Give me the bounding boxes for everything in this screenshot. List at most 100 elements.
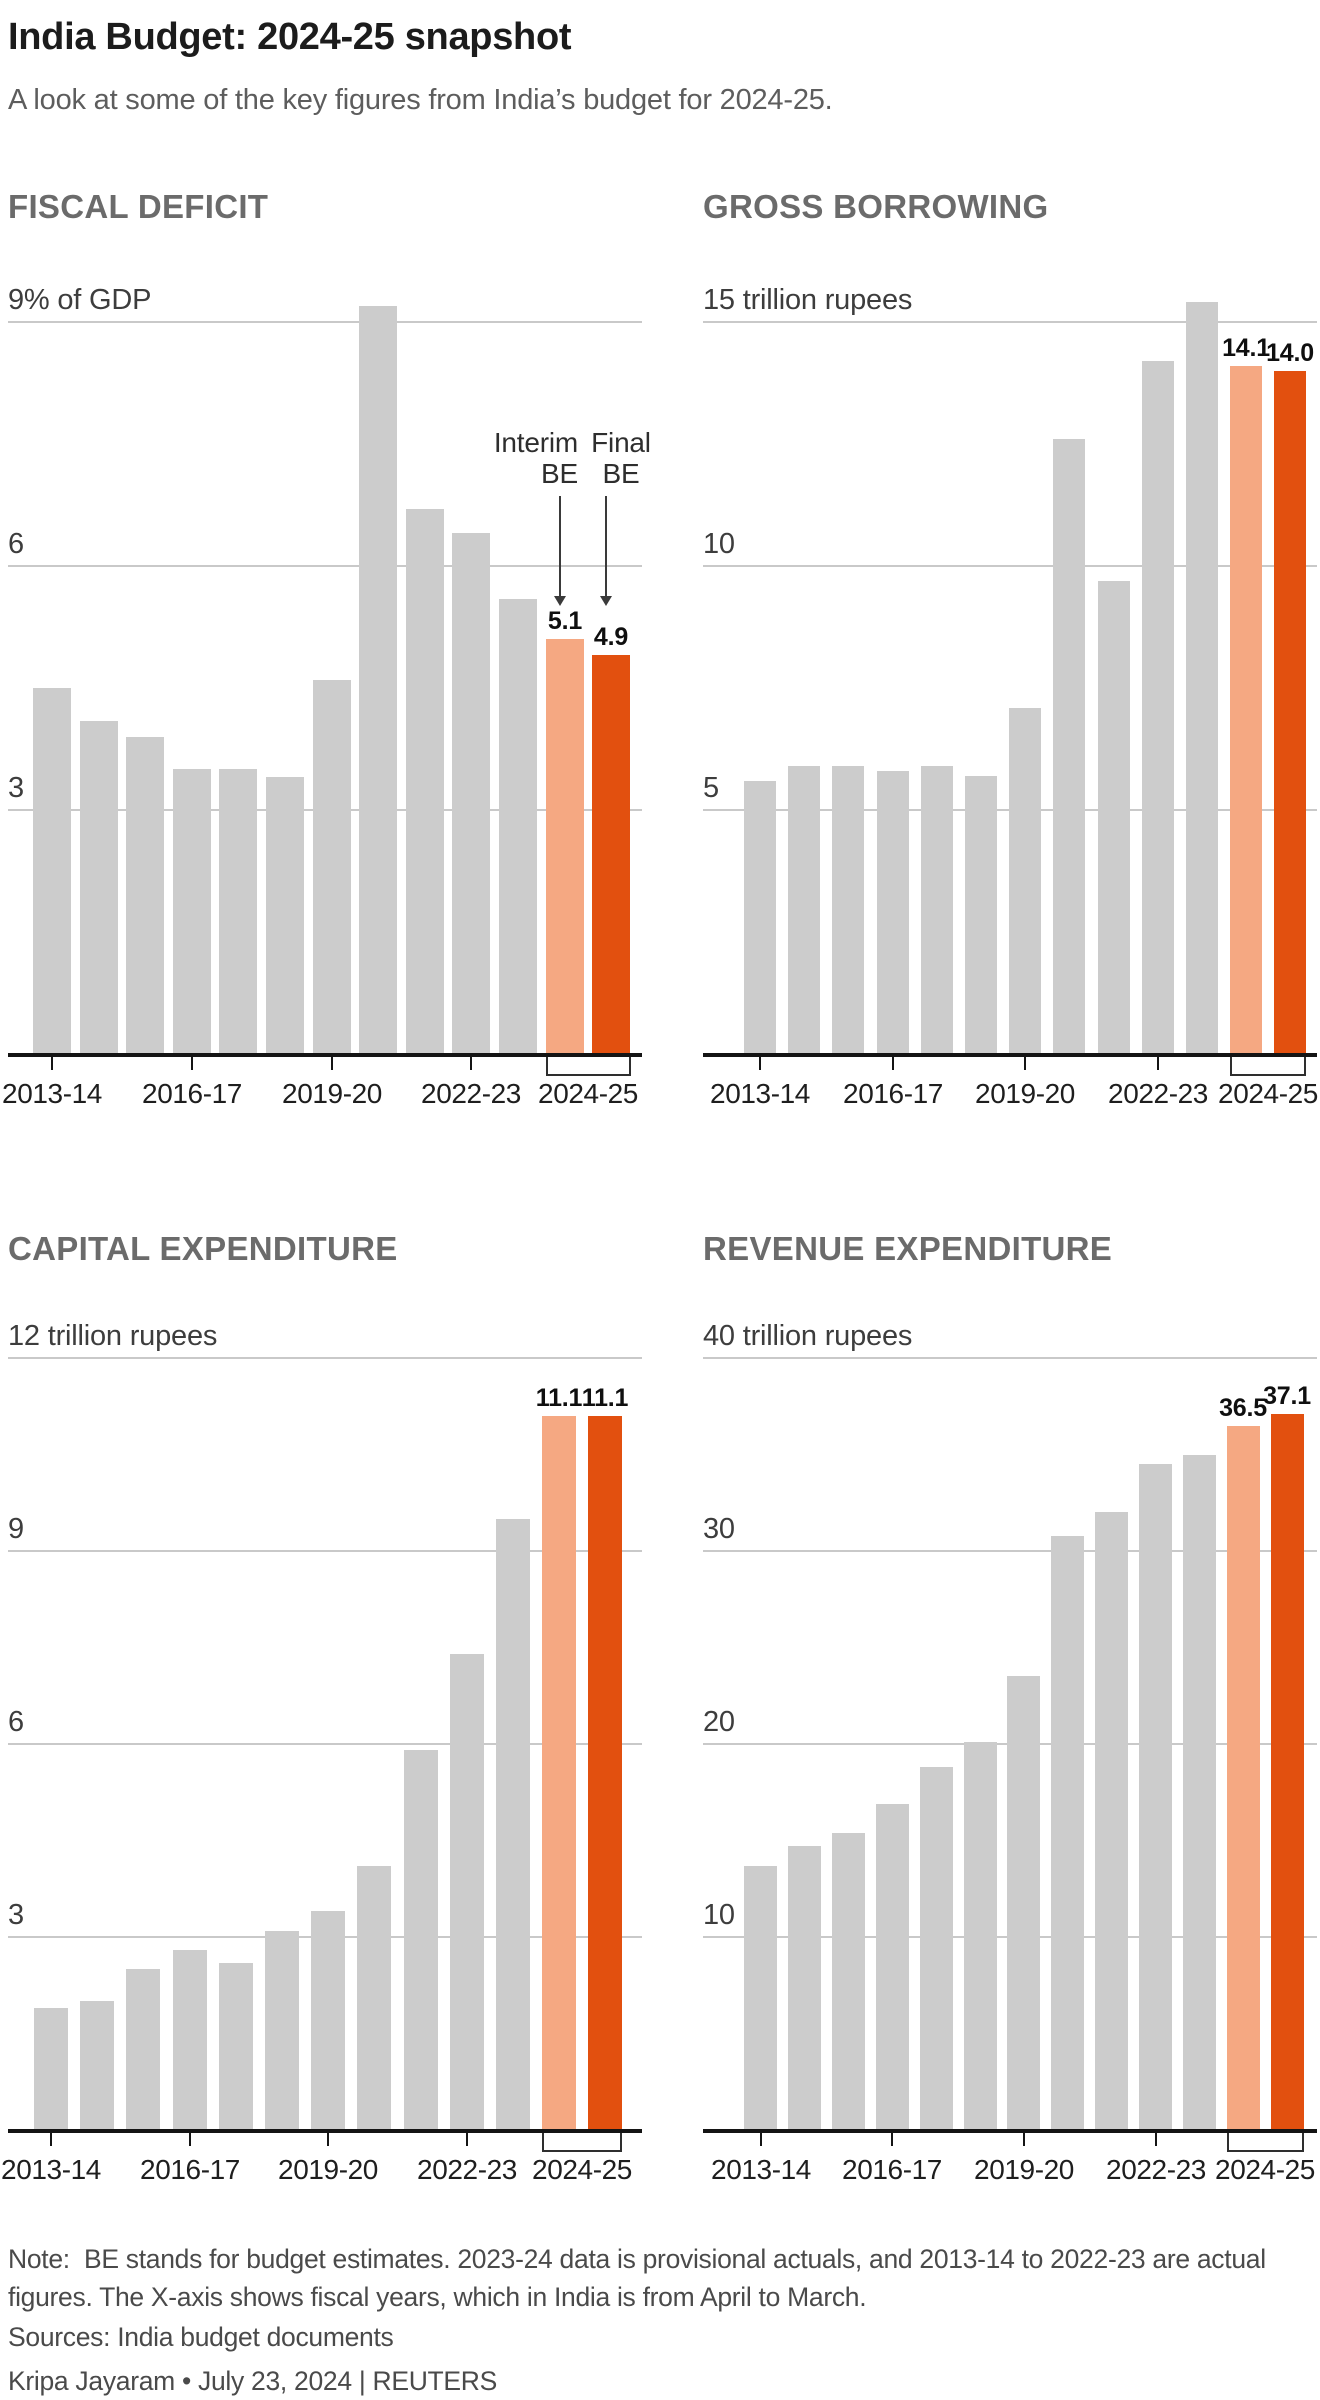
bar-gross-borrowing-2013-14	[744, 781, 776, 1056]
gross-borrowing-gridline-10	[703, 565, 1317, 567]
revenue-expenditure-tick-label-2019-20: 2019-20	[974, 2154, 1074, 2185]
bar-fiscal-deficit-2024-25-Final-BE	[592, 655, 630, 1056]
capital-expenditure-gridline-6	[8, 1743, 642, 1745]
sources: Sources: India budget documents	[8, 2322, 394, 2352]
fiscal-deficit-tick-2022-23	[470, 1057, 472, 1070]
capital-expenditure-title: CAPITAL EXPENDITURE	[8, 1230, 398, 1267]
gross-borrowing-tick-label-2013-14: 2013-14	[710, 1078, 810, 1109]
fiscal-deficit-bracket	[546, 1057, 631, 1076]
revenue-expenditure-grid-label-10: 10	[703, 1899, 735, 1931]
revenue-expenditure-grid-label-40: 40 trillion rupees	[703, 1320, 913, 1352]
fiscal-deficit-gridline-9	[8, 321, 642, 323]
bar-revenue-expenditure-2021-22	[1095, 1512, 1128, 2132]
revenue-expenditure-grid-label-30: 30	[703, 1513, 735, 1545]
bar-capital-expenditure-2021-22	[404, 1750, 438, 2132]
bar-value-capital-expenditure-12: 11.1	[581, 1384, 629, 1412]
bar-value-gross-borrowing-11: 14.1	[1222, 334, 1270, 362]
bar-value-revenue-expenditure-11: 36.5	[1219, 1394, 1267, 1422]
revenue-expenditure-gridline-40	[703, 1357, 1317, 1359]
interim-arrow-line	[559, 496, 561, 596]
fiscal-deficit-grid-label-3: 3	[8, 772, 24, 804]
bar-fiscal-deficit-2014-15	[80, 721, 118, 1056]
capital-expenditure-gridline-12	[8, 1357, 642, 1359]
bar-revenue-expenditure-2022-23	[1139, 1464, 1172, 2132]
revenue-expenditure-tick-2016-17	[891, 2133, 893, 2146]
fiscal-deficit-grid-label-9: 9% of GDP	[8, 284, 152, 316]
bar-fiscal-deficit-2022-23	[452, 533, 490, 1056]
bar-capital-expenditure-2023-24	[496, 1519, 530, 2132]
bar-gross-borrowing-2024-25-Interim-BE	[1230, 366, 1262, 1056]
bar-revenue-expenditure-2014-15	[788, 1846, 821, 2132]
annotation-interim-be: Interim BE	[493, 427, 578, 489]
bar-revenue-expenditure-2024-25-Final-BE	[1271, 1414, 1304, 2132]
gross-borrowing-tick-2019-20	[1024, 1057, 1026, 1070]
bar-gross-borrowing-2023-24	[1186, 302, 1218, 1056]
capital-expenditure-tick-label-2016-17: 2016-17	[140, 2154, 240, 2185]
capital-expenditure-x-axis	[8, 2129, 642, 2133]
capital-expenditure-tick-label-2013-14: 2013-14	[1, 2154, 101, 2185]
page-title: India Budget: 2024-25 snapshot	[8, 16, 572, 58]
fiscal-deficit-grid-label-6: 6	[8, 528, 24, 560]
bar-capital-expenditure-2024-25-Interim-BE	[542, 1416, 576, 2132]
capital-expenditure-grid-label-9: 9	[8, 1513, 24, 1545]
bar-value-fiscal-deficit-11: 5.1	[547, 607, 583, 635]
gross-borrowing-tick-label-2022-23: 2022-23	[1108, 1078, 1208, 1109]
bar-capital-expenditure-2014-15	[80, 2001, 114, 2132]
gross-borrowing-grid-label-15: 15 trillion rupees	[703, 284, 913, 316]
bar-revenue-expenditure-2023-24	[1183, 1455, 1216, 2133]
revenue-expenditure-tick-label-2022-23: 2022-23	[1106, 2154, 1206, 2185]
bar-revenue-expenditure-2015-16	[832, 1833, 865, 2132]
fiscal-deficit-tick-label-2022-23: 2022-23	[421, 1078, 521, 1109]
bar-value-revenue-expenditure-12: 37.1	[1263, 1382, 1311, 1410]
capital-expenditure-bracket	[542, 2133, 622, 2152]
gross-borrowing-grid-label-5: 5	[703, 772, 719, 804]
revenue-expenditure-tick-2022-23	[1155, 2133, 1157, 2146]
bar-gross-borrowing-2019-20	[1009, 708, 1041, 1056]
byline: Kripa Jayaram • July 23, 2024 | REUTERS	[8, 2366, 498, 2396]
gross-borrowing-grid-label-10: 10	[703, 528, 735, 560]
capital-expenditure-tick-2016-17	[189, 2133, 191, 2146]
bar-capital-expenditure-2016-17	[173, 1950, 207, 2132]
revenue-expenditure-gridline-30	[703, 1550, 1317, 1552]
bar-capital-expenditure-2015-16	[126, 1969, 160, 2132]
gross-borrowing-title: GROSS BORROWING	[703, 188, 1049, 225]
revenue-expenditure-tick-2013-14	[760, 2133, 762, 2146]
fiscal-deficit-title: FISCAL DEFICIT	[8, 188, 269, 225]
gross-borrowing-tick-label-2016-17: 2016-17	[843, 1078, 943, 1109]
bar-capital-expenditure-2019-20	[311, 1911, 345, 2132]
bar-value-capital-expenditure-11: 11.1	[535, 1384, 583, 1412]
bar-fiscal-deficit-2020-21	[359, 306, 397, 1056]
bar-fiscal-deficit-2017-18	[219, 769, 257, 1056]
bar-gross-borrowing-2022-23	[1142, 361, 1174, 1056]
fiscal-deficit-tick-label-2013-14: 2013-14	[2, 1078, 102, 1109]
fiscal-deficit-gridline-6	[8, 565, 642, 567]
gross-borrowing-tick-2022-23	[1157, 1057, 1159, 1070]
interim-arrow-head-icon	[554, 596, 566, 606]
bar-value-gross-borrowing-12: 14.0	[1266, 339, 1314, 367]
capital-expenditure-grid-label-6: 6	[8, 1706, 24, 1738]
bar-revenue-expenditure-2024-25-Interim-BE	[1227, 1426, 1260, 2132]
gross-borrowing-bracket	[1230, 1057, 1306, 1076]
revenue-expenditure-title: REVENUE EXPENDITURE	[703, 1230, 1113, 1267]
bar-gross-borrowing-2016-17	[877, 771, 909, 1056]
fiscal-deficit-x-axis	[8, 1053, 642, 1057]
bar-fiscal-deficit-2018-19	[266, 777, 304, 1056]
gross-borrowing-tick-label-2019-20: 2019-20	[975, 1078, 1075, 1109]
gross-borrowing-tick-2016-17	[892, 1057, 894, 1070]
capital-expenditure-grid-label-3: 3	[8, 1899, 24, 1931]
bar-revenue-expenditure-2019-20	[1007, 1676, 1040, 2132]
capital-expenditure-gridline-9	[8, 1550, 642, 1552]
bar-gross-borrowing-2017-18	[921, 766, 953, 1056]
revenue-expenditure-tick-label-2016-17: 2016-17	[842, 2154, 942, 2185]
revenue-expenditure-bracket	[1227, 2133, 1304, 2152]
footnote: Note: BE stands for budget estimates. 20…	[8, 2244, 1273, 2312]
bar-fiscal-deficit-2024-25-Interim-BE	[546, 639, 584, 1056]
bar-gross-borrowing-2021-22	[1098, 581, 1130, 1056]
gross-borrowing-x-axis	[703, 1053, 1317, 1057]
bar-fiscal-deficit-2019-20	[313, 680, 351, 1056]
capital-expenditure-grid-label-12: 12 trillion rupees	[8, 1320, 218, 1352]
bar-gross-borrowing-2018-19	[965, 776, 997, 1056]
bar-gross-borrowing-2014-15	[788, 766, 820, 1056]
bar-gross-borrowing-2015-16	[832, 766, 864, 1056]
revenue-expenditure-tick-label-2024-25: 2024-25	[1215, 2154, 1315, 2185]
